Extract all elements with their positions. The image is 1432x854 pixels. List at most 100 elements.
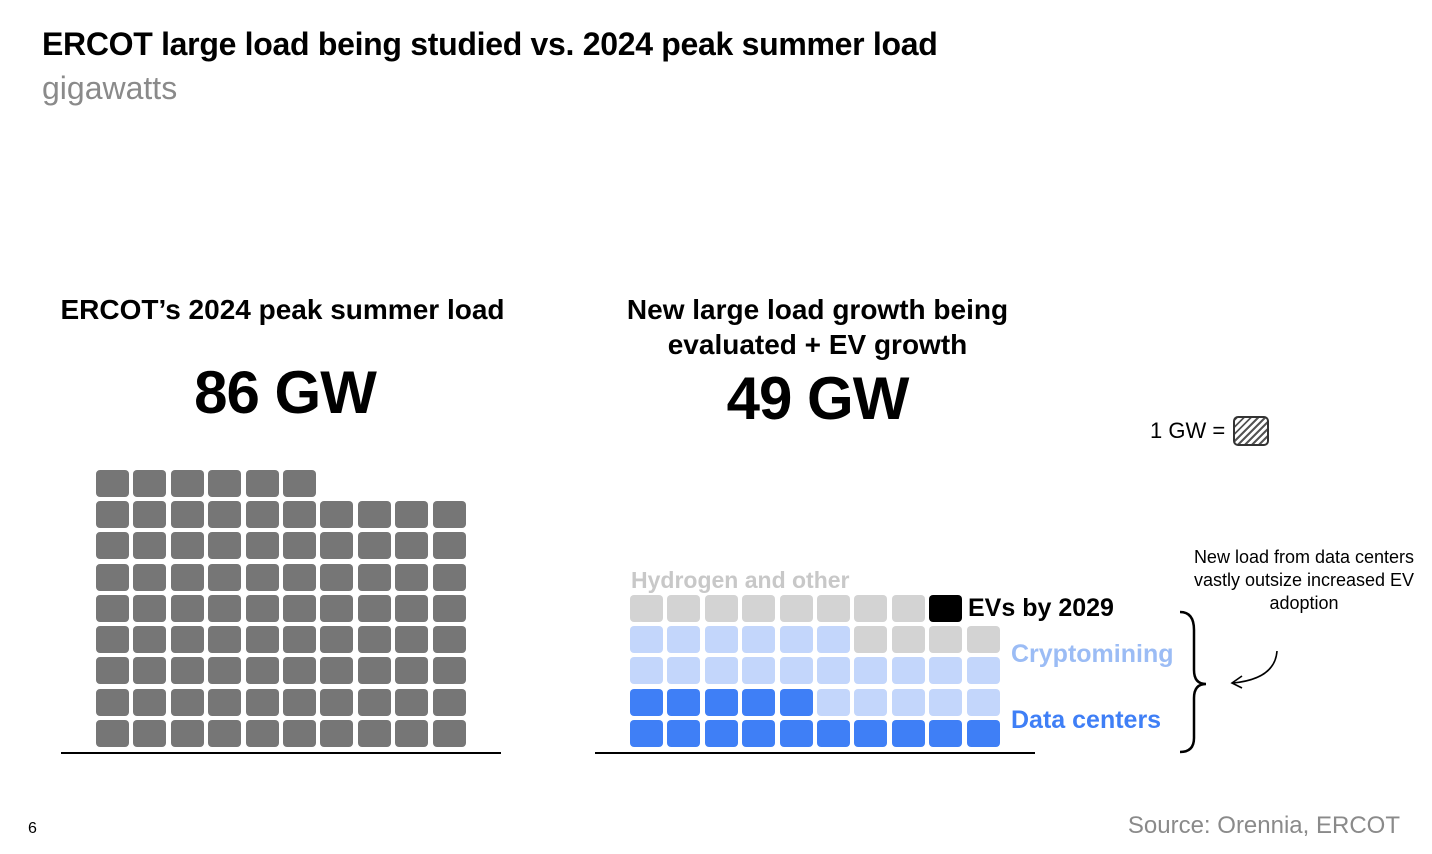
waffle-cell-cryptomining — [704, 657, 738, 685]
waffle-cell-peak — [283, 688, 316, 716]
waffle-cell-cryptomining — [779, 657, 813, 685]
waffle-cell-hydrogen-and-other — [630, 594, 663, 622]
waffle-cell-peak — [395, 500, 429, 528]
waffle-cell-peak — [208, 626, 242, 654]
waffle-cell-data-centers — [854, 720, 888, 747]
unit-swatch-icon — [1233, 416, 1270, 446]
waffle-cell-peak — [208, 688, 242, 716]
load-growth-heading: New large load growth being evaluated + … — [575, 292, 1060, 362]
waffle-cell-cryptomining — [817, 626, 850, 654]
waffle-cell-hydrogen-and-other — [779, 594, 813, 622]
waffle-cell-peak — [283, 657, 316, 685]
load-growth-baseline — [595, 752, 1035, 754]
waffle-cell-peak — [320, 594, 354, 622]
waffle-cell-peak — [170, 657, 204, 685]
waffle-cell-evs-by-2029 — [929, 594, 963, 622]
series-label-cryptomining: Cryptomining — [1011, 640, 1174, 668]
waffle-cell-peak — [170, 532, 204, 560]
waffle-cell-cryptomining — [891, 657, 925, 685]
waffle-cell-hydrogen-and-other — [817, 594, 850, 622]
waffle-cell-peak — [245, 626, 279, 654]
waffle-cell-data-centers — [630, 720, 663, 747]
waffle-cell-peak — [170, 688, 204, 716]
waffle-cell-data-centers — [667, 720, 701, 747]
waffle-cell-peak — [283, 469, 316, 497]
waffle-cell-peak — [96, 563, 129, 591]
waffle-cell-data-centers — [704, 688, 738, 716]
waffle-cell-peak — [170, 626, 204, 654]
note-arrow — [1230, 650, 1278, 689]
arrow-line-icon — [1232, 650, 1278, 684]
waffle-cell-peak — [133, 469, 167, 497]
waffle-cell-peak — [245, 594, 279, 622]
waffle-cell-cryptomining — [966, 657, 1000, 685]
waffle-cell-peak — [96, 688, 129, 716]
load-growth-heading-line1: New large load growth being — [626, 294, 1009, 325]
waffle-cell-peak — [170, 469, 204, 497]
waffle-cell-peak — [320, 657, 354, 685]
waffle-cell-hydrogen-and-other — [854, 626, 888, 654]
waffle-cell-cryptomining — [929, 657, 963, 685]
waffle-cell-peak — [395, 563, 429, 591]
waffle-cell-peak — [170, 500, 204, 528]
waffle-cell-hydrogen-and-other — [891, 594, 925, 622]
peak-load-heading: ERCOT’s 2024 peak summer load — [60, 294, 505, 325]
waffle-cell-peak — [208, 594, 242, 622]
waffle-cell-cryptomining — [704, 626, 738, 654]
waffle-cell-peak — [395, 532, 429, 560]
waffle-cell-data-centers — [630, 688, 663, 716]
peak-load-baseline — [61, 752, 501, 754]
waffle-cell-data-centers — [742, 688, 776, 716]
waffle-cell-peak — [170, 594, 204, 622]
waffle-cell-peak — [133, 500, 167, 528]
waffle-cell-peak — [96, 657, 129, 685]
waffle-cell-peak — [320, 688, 354, 716]
waffle-cell-peak — [96, 626, 129, 654]
waffle-cell-peak — [283, 626, 316, 654]
waffle-cell-peak — [395, 720, 429, 747]
series-label-data-centers: Data centers — [1011, 706, 1162, 734]
unit-legend-label: 1 GW = — [1150, 418, 1226, 443]
unit-legend: 1 GW = — [1150, 416, 1270, 446]
waffle-cell-hydrogen-and-other — [704, 594, 738, 622]
waffle-cell-data-centers — [929, 720, 963, 747]
waffle-cell-peak — [245, 563, 279, 591]
waffle-cell-peak — [395, 626, 429, 654]
load-growth-value: 49 GW — [726, 365, 910, 432]
bracket-annotation — [1179, 610, 1207, 754]
waffle-cell-cryptomining — [742, 657, 776, 685]
waffle-cell-peak — [432, 532, 466, 560]
waffle-cell-peak — [245, 688, 279, 716]
waffle-cell-data-centers — [779, 688, 813, 716]
waffle-cell-peak — [432, 657, 466, 685]
series-label-evs: EVs by 2029 — [968, 594, 1114, 622]
waffle-cell-data-centers — [966, 720, 1000, 747]
load-growth-heading-line2: evaluated + EV growth — [667, 329, 968, 360]
waffle-cell-peak — [133, 594, 167, 622]
waffle-cell-data-centers — [704, 720, 738, 747]
annotation-note: New load from data centers vastly outsiz… — [1193, 547, 1415, 613]
waffle-cell-peak — [357, 500, 391, 528]
waffle-cell-peak — [320, 500, 354, 528]
waffle-cell-peak — [133, 626, 167, 654]
waffle-cell-cryptomining — [630, 626, 663, 654]
waffle-cell-peak — [133, 688, 167, 716]
waffle-cell-cryptomining — [779, 626, 813, 654]
waffle-cell-data-centers — [667, 688, 701, 716]
waffle-cell-peak — [357, 532, 391, 560]
waffle-cell-hydrogen-and-other — [742, 594, 776, 622]
waffle-cell-peak — [208, 720, 242, 747]
waffle-cell-peak — [395, 594, 429, 622]
waffle-cell-peak — [357, 657, 391, 685]
waffle-cell-peak — [283, 563, 316, 591]
waffle-cell-hydrogen-and-other — [929, 626, 963, 654]
waffle-cell-data-centers — [779, 720, 813, 747]
chart-title: ERCOT large load being studied vs. 2024 … — [42, 26, 938, 62]
waffle-cell-peak — [133, 720, 167, 747]
page-number: 6 — [28, 820, 37, 837]
waffle-cell-cryptomining — [966, 688, 1000, 716]
source-note: Source: Orennia, ERCOT — [1127, 812, 1400, 839]
waffle-cell-peak — [208, 657, 242, 685]
waffle-cell-peak — [133, 532, 167, 560]
waffle-cell-peak — [395, 688, 429, 716]
